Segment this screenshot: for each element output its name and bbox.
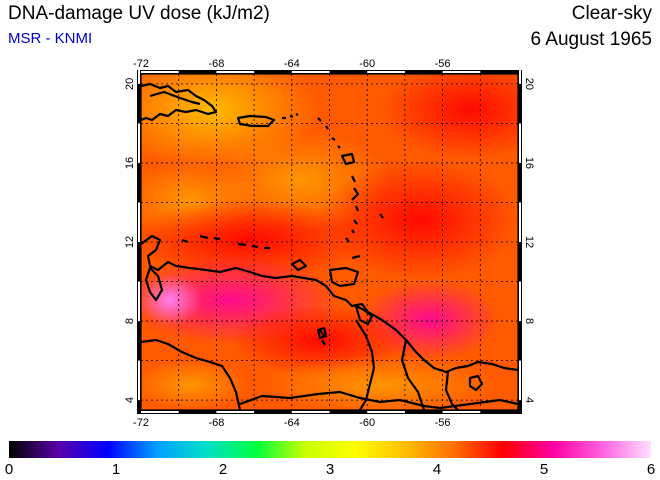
lat-tick-label-left: 12	[124, 236, 136, 248]
brazil-border-south	[239, 390, 518, 410]
lon-ticks-top: -72 -68 -64 -60 -56	[133, 58, 451, 70]
hispaniola-north-coast	[149, 90, 201, 106]
lat-tick-label-right: 20	[523, 78, 535, 90]
lon-tick-label-bottom: -60	[359, 417, 375, 429]
frame-segment	[442, 411, 481, 413]
lat-tick-label-left: 4	[124, 397, 136, 403]
frame-segment	[138, 202, 140, 242]
frame-segment	[138, 123, 140, 163]
guajira-coast	[141, 234, 518, 374]
colorbar-tick-label: 5	[540, 461, 548, 478]
frame-segment	[519, 202, 521, 242]
lat-tick-label-left: 16	[124, 157, 136, 169]
lon-ticks-bottom: -72 -68 -64 -60 -56	[133, 417, 451, 429]
hispaniola-coast	[141, 82, 218, 122]
colorbar	[9, 441, 651, 458]
map-date: 6 August 1965	[530, 29, 653, 50]
map-frame-segments	[138, 44, 521, 413]
colorbar-tick-label: 4	[433, 461, 441, 478]
lon-tick-label-bottom: -68	[208, 417, 224, 429]
frame-segment	[138, 360, 140, 401]
frame-segment	[216, 71, 255, 73]
puerto-rico-coast	[236, 114, 276, 128]
lon-tick-label-top: -68	[208, 58, 224, 70]
frame-segment	[367, 411, 405, 413]
colorbar-tick-label: 3	[326, 461, 334, 478]
lesser-antilles-north	[317, 117, 341, 149]
venezuela-inland-lake	[316, 326, 328, 340]
lat-tick-label-right: 8	[523, 318, 535, 324]
uv-field-red-east	[320, 160, 518, 280]
uv-field-orange-south	[260, 355, 500, 410]
venezuela-north-islands	[237, 242, 270, 250]
frame-segment	[138, 281, 140, 322]
colorbar-tick-label: 1	[112, 461, 120, 478]
frame-segment	[291, 71, 330, 73]
colorbar-tick-label: 6	[647, 461, 655, 478]
frame-segment	[519, 360, 521, 401]
guadeloupe-coast	[340, 152, 356, 166]
lon-tick-label-top: -56	[435, 58, 451, 70]
map-gridlines	[141, 74, 518, 410]
frame-segment	[442, 71, 481, 73]
margarita-island	[290, 258, 308, 272]
lat-tick-label-right: 12	[523, 236, 535, 248]
frame-segment	[519, 281, 521, 322]
colorbar-labels: 0 1 2 3 4 5 6	[5, 461, 655, 478]
maracaibo-lake	[144, 266, 164, 302]
frame-segment	[519, 123, 521, 163]
dominica-martinique	[351, 175, 360, 201]
barbados	[379, 213, 384, 219]
frame-segment	[291, 411, 330, 413]
uv-field-orange-sw	[141, 360, 250, 410]
grenada	[345, 237, 350, 243]
lon-tick-label-top: -60	[359, 58, 375, 70]
trinidad-coast	[328, 266, 360, 288]
lon-tick-label-top: -72	[133, 58, 149, 70]
map-title: DNA-damage UV dose (kJ/m2)	[8, 3, 270, 24]
lat-tick-label-left: 20	[124, 78, 136, 90]
lon-tick-label-bottom: -72	[133, 417, 149, 429]
frame-segment	[138, 44, 140, 84]
lat-ticks-right: 20 16 12 8 4	[523, 78, 535, 403]
map-subtitle: MSR - KNMI	[8, 30, 93, 47]
lon-tick-label-bottom: -64	[284, 417, 300, 429]
lon-tick-label-top: -64	[284, 58, 300, 70]
colorbar-tick-label: 2	[219, 461, 227, 478]
suriname-reservoir	[468, 374, 484, 392]
lat-tick-label-right: 4	[523, 397, 535, 403]
lon-tick-label-bottom: -56	[435, 417, 451, 429]
colorbar-tick-label: 0	[5, 461, 13, 478]
coastlines	[141, 82, 518, 410]
orinoco-delta	[354, 304, 374, 326]
virgin-islands	[282, 113, 299, 120]
uv-field-pink-max	[141, 274, 202, 326]
frame-segment	[141, 411, 179, 413]
uv-field-red-ne	[380, 74, 518, 160]
lat-tick-label-right: 16	[523, 157, 535, 169]
frame-segment	[141, 71, 179, 73]
frame-segment	[519, 44, 521, 84]
lat-tick-label-left: 8	[124, 318, 136, 324]
lat-ticks-left: 20 16 12 8 4	[124, 78, 136, 403]
colombia-venezuela-border	[141, 338, 242, 410]
sky-condition: Clear-sky	[571, 3, 652, 24]
st-lucia-st-vincent	[351, 205, 360, 234]
frame-segment	[216, 411, 255, 413]
abc-islands	[181, 234, 221, 244]
orinoco-islands	[319, 329, 326, 346]
frame-segment	[367, 71, 405, 73]
tobago	[351, 254, 361, 260]
guyana-suriname-border	[400, 339, 426, 410]
